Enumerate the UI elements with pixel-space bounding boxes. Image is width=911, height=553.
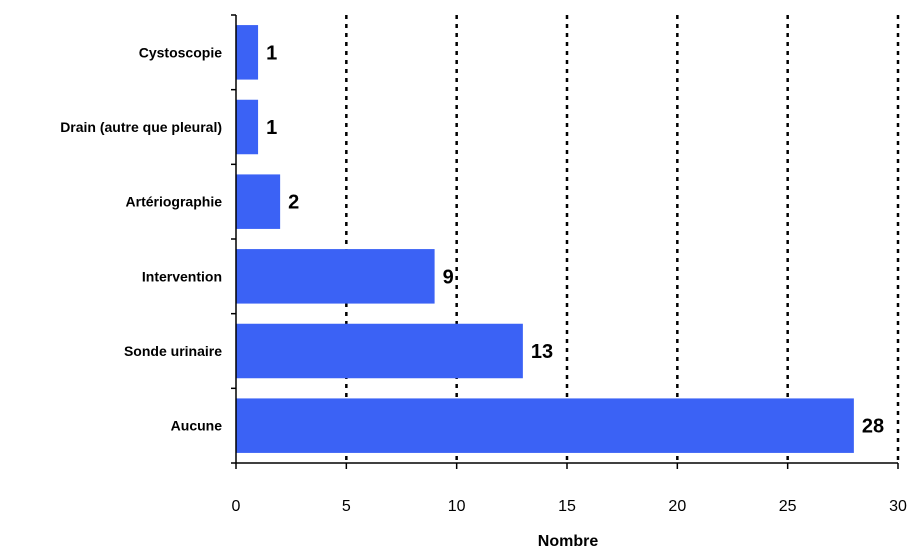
data-labels: 1 1 2 9 13 28 [266,42,884,437]
data-label: 13 [531,341,553,363]
x-tick-label: 5 [342,498,351,515]
data-label: 1 [266,42,277,64]
x-tick-label: 0 [232,498,241,515]
category-label: Artériographie [126,194,223,210]
gridlines [345,15,900,463]
bar [236,323,523,379]
x-tick-label: 15 [558,498,576,515]
x-tick-label: 10 [448,498,466,515]
data-label: 9 [443,266,454,288]
data-label: 2 [288,192,299,214]
category-label: Drain (autre que pleural) [60,119,222,135]
x-axis-title: Nombre [538,533,599,550]
bar [236,25,259,80]
data-label: 28 [862,416,884,438]
bar [236,249,435,304]
bar [236,174,281,229]
bar [236,99,259,155]
x-tick-label: 20 [668,498,686,515]
category-label: Cystoscopie [139,44,222,60]
category-label: Sonde urinaire [124,343,222,359]
category-labels: Cystoscopie Drain (autre que pleural) Arté… [60,44,222,433]
bar [236,398,854,453]
x-tick-label: 25 [779,498,797,515]
x-tick-label: 30 [889,498,907,515]
data-label: 1 [266,117,277,139]
category-label: Intervention [142,268,222,284]
bars [236,25,854,453]
category-label: Aucune [171,418,223,434]
axes [231,14,899,469]
x-tick-labels: 0 5 10 15 20 25 30 [232,498,907,515]
